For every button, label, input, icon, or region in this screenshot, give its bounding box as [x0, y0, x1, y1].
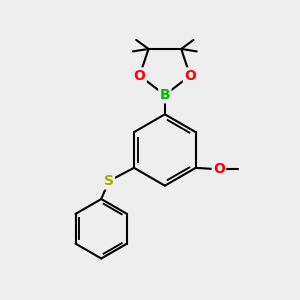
Text: B: B [160, 88, 170, 102]
Text: S: S [104, 174, 114, 188]
Text: O: O [213, 162, 225, 176]
Text: O: O [134, 69, 146, 83]
Text: O: O [184, 69, 196, 83]
